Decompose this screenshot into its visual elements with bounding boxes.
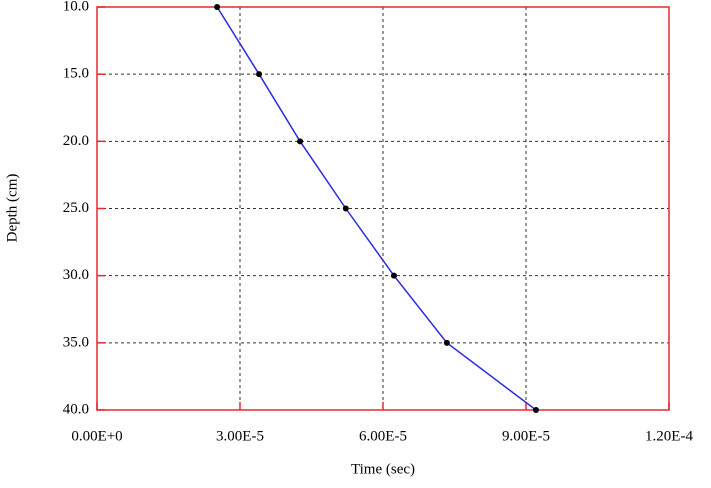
y-tick-label: 20.0	[63, 133, 89, 149]
data-point	[214, 4, 221, 10]
data-point	[390, 272, 397, 279]
y-tick-label: 30.0	[63, 267, 89, 283]
data-point	[443, 339, 450, 346]
y-axis-title: Depth (cm)	[4, 174, 20, 243]
y-tick-label: 15.0	[63, 66, 89, 82]
x-tick-label: 3.00E-5	[216, 428, 264, 444]
x-tick-label: 9.00E-5	[502, 428, 550, 444]
data-point	[533, 407, 540, 413]
plot-frame	[96, 6, 670, 411]
y-tick-label: 10.0	[63, 0, 89, 14]
x-axis-title: Time (sec)	[351, 461, 415, 477]
data-point	[256, 71, 263, 78]
y-tick-label: 25.0	[63, 200, 89, 216]
y-tick-label: 35.0	[63, 334, 89, 350]
y-tick-label: 40.0	[63, 401, 89, 417]
data-point	[342, 205, 349, 212]
x-tick-label: 0.00E+0	[71, 428, 122, 444]
x-tick-label: 1.20E-4	[645, 428, 693, 444]
data-point	[297, 138, 304, 145]
x-tick-label: 6.00E-5	[359, 428, 407, 444]
